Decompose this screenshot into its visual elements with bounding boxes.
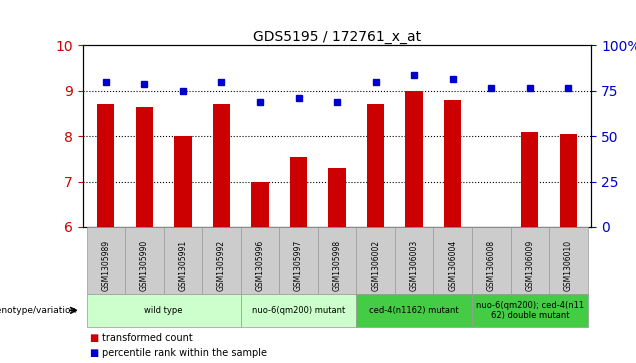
Bar [549,227,588,294]
Text: ■: ■ [89,333,99,343]
Bar [328,168,346,227]
Bar [202,227,240,294]
Bar [406,91,423,227]
Text: percentile rank within the sample: percentile rank within the sample [102,348,266,358]
Bar [434,227,472,294]
Bar [86,227,125,294]
Text: GSM1305990: GSM1305990 [140,240,149,291]
Bar [511,227,549,294]
Text: GSM1306008: GSM1306008 [487,240,495,291]
Bar [560,134,577,227]
Bar [395,227,434,294]
Bar [213,105,230,227]
Text: GSM1305997: GSM1305997 [294,240,303,291]
Bar [174,136,191,227]
Text: GSM1306003: GSM1306003 [410,240,418,291]
Bar [279,227,318,294]
Bar [86,294,240,327]
Bar [521,132,539,227]
Bar [290,156,307,227]
Text: nuo-6(qm200); ced-4(n11
62) double mutant: nuo-6(qm200); ced-4(n11 62) double mutan… [476,301,584,320]
Bar [318,227,356,294]
Text: nuo-6(qm200) mutant: nuo-6(qm200) mutant [252,306,345,315]
Text: wild type: wild type [144,306,183,315]
Bar [251,182,268,227]
Text: ■: ■ [89,348,99,358]
Text: genotype/variation: genotype/variation [0,306,76,315]
Bar [444,100,461,227]
Text: GSM1306002: GSM1306002 [371,240,380,291]
Bar [472,227,511,294]
Bar [97,105,114,227]
Text: GSM1306010: GSM1306010 [564,240,573,291]
Text: transformed count: transformed count [102,333,193,343]
Text: GSM1306009: GSM1306009 [525,240,534,291]
Text: GSM1305996: GSM1305996 [256,240,265,291]
Bar [135,107,153,227]
Text: GSM1306004: GSM1306004 [448,240,457,291]
Bar [240,294,356,327]
Bar [163,227,202,294]
Text: GSM1305998: GSM1305998 [333,240,342,291]
Bar [240,227,279,294]
Bar [356,227,395,294]
Bar [356,294,472,327]
Text: GSM1305989: GSM1305989 [101,240,110,291]
Text: ced-4(n1162) mutant: ced-4(n1162) mutant [370,306,459,315]
Text: GSM1305992: GSM1305992 [217,240,226,291]
Text: GSM1305991: GSM1305991 [179,240,188,291]
Bar [367,105,384,227]
Bar [472,294,588,327]
Bar [125,227,163,294]
Title: GDS5195 / 172761_x_at: GDS5195 / 172761_x_at [253,30,421,44]
